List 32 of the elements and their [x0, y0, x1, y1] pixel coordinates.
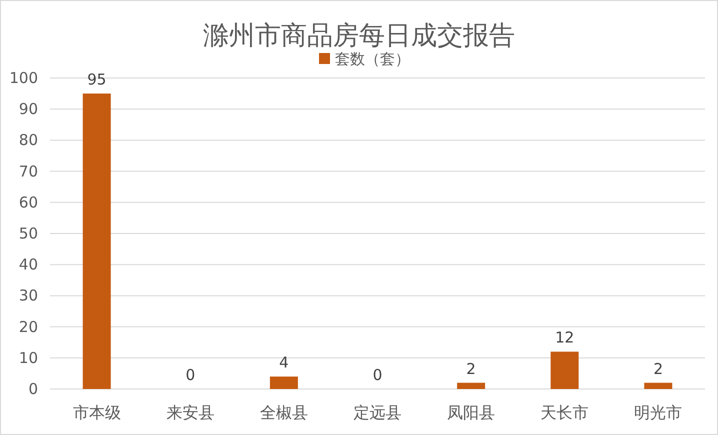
- y-tick-label: 80: [18, 131, 38, 150]
- data-label: 95: [87, 70, 106, 89]
- x-tick-label: 来安县: [166, 403, 214, 422]
- y-tick-label: 0: [28, 380, 38, 398]
- data-label: 2: [653, 360, 663, 378]
- x-tick-label: 全椒县: [260, 403, 308, 422]
- y-tick-label: 40: [18, 256, 38, 274]
- bar: [457, 382, 486, 389]
- bar: [270, 376, 298, 389]
- y-tick-label: 60: [18, 193, 38, 212]
- chart-title: 滁州市商品房每日成交报告: [203, 21, 515, 51]
- data-label: 4: [279, 354, 289, 372]
- data-label: 0: [372, 366, 382, 384]
- data-label: 12: [555, 328, 574, 347]
- bar: [644, 382, 672, 389]
- x-tick-label: 明光市: [634, 403, 682, 422]
- y-tick-label: 10: [18, 348, 38, 367]
- x-tick-label: 定远县: [354, 403, 402, 422]
- bar: [82, 94, 111, 389]
- y-tick-label: 30: [18, 286, 38, 305]
- x-tick-label: 天长市: [540, 403, 589, 422]
- y-tick-label: 70: [18, 162, 38, 180]
- x-tick-label: 凤阳县: [447, 403, 496, 422]
- y-tick-label: 50: [18, 224, 38, 242]
- y-tick-label: 20: [18, 318, 38, 336]
- data-label: 0: [186, 366, 196, 384]
- y-tick-label: 90: [18, 100, 38, 118]
- legend-label: 套数（套）: [335, 50, 410, 68]
- bar: [550, 352, 579, 389]
- x-tick-label: 市本级: [72, 403, 121, 422]
- y-tick-label: 100: [9, 69, 38, 87]
- data-label: 2: [466, 360, 476, 378]
